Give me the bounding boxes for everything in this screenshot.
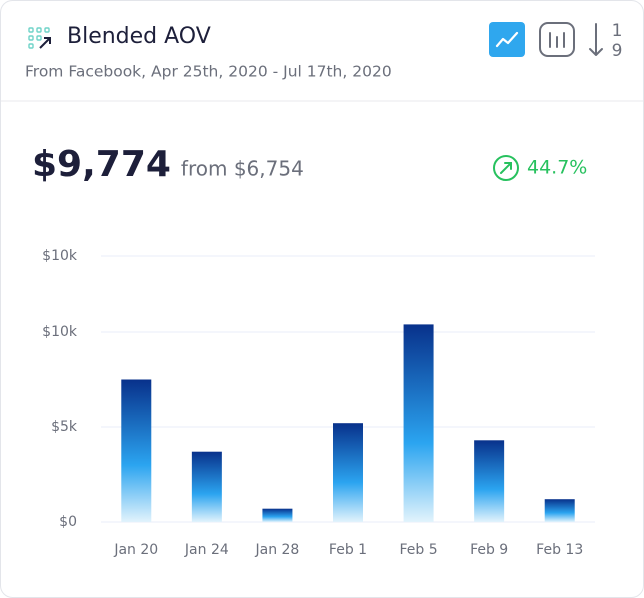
- x-tick-label: Jan 20: [113, 542, 158, 558]
- y-tick-label: $0: [59, 514, 77, 530]
- y-tick-label: $5k: [51, 419, 78, 435]
- sort-digit: 1: [612, 21, 623, 41]
- x-tick-label: Feb 9: [470, 542, 508, 558]
- bar: [474, 440, 505, 522]
- sort-digit: 9: [612, 41, 623, 61]
- title: Blended AOV: [67, 24, 211, 49]
- change-icon: [493, 155, 519, 181]
- bar: [191, 451, 222, 522]
- bar: [121, 379, 152, 522]
- bar-view-button[interactable]: [539, 22, 575, 57]
- current-value: $9,774: [32, 144, 171, 185]
- y-tick-label: $10k: [42, 248, 78, 264]
- metric-icon: [28, 27, 51, 49]
- change-percent: 44.7%: [527, 157, 587, 179]
- subtitle: From Facebook, Apr 25th, 2020 - Jul 17th…: [25, 63, 392, 81]
- x-tick-label: Feb 1: [329, 542, 367, 558]
- y-tick-label: $10k: [42, 324, 78, 340]
- chart: $0 $5k $10k $10k Jan 20 Jan 24 Jan 28 Feb 1 Feb …: [42, 248, 595, 558]
- x-tick-label: Feb 5: [399, 542, 437, 558]
- bar: [262, 508, 293, 522]
- x-tick-label: Jan 24: [184, 542, 229, 558]
- sort-button[interactable]: 1 9: [589, 21, 623, 61]
- bar: [544, 499, 575, 522]
- bar: [333, 423, 363, 522]
- line-view-button[interactable]: [489, 22, 525, 57]
- x-tick-label: Feb 13: [536, 542, 583, 558]
- bar: [403, 324, 434, 522]
- previous-value: from $6,754: [181, 157, 304, 181]
- x-tick-label: Jan 28: [254, 542, 299, 558]
